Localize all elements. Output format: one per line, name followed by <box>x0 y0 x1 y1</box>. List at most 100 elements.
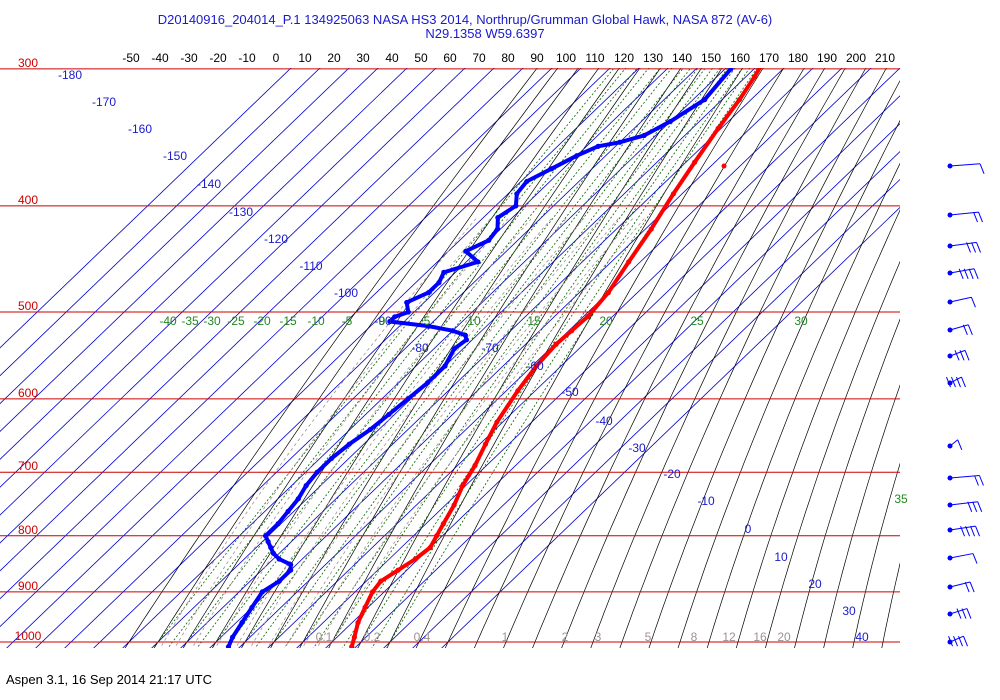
isotherm-label: -20 <box>663 467 681 481</box>
temperature-trace-point <box>378 578 384 584</box>
isotherm-line <box>209 68 814 648</box>
dewpoint-trace-point <box>463 248 469 254</box>
isotherm-label: -60 <box>526 359 544 373</box>
wind-barb-feather <box>971 242 976 253</box>
dewpoint-trace-point <box>595 143 601 149</box>
wind-barb-feather <box>967 324 973 335</box>
temperature-trace-point <box>412 556 419 562</box>
wind-barb-feather <box>966 608 972 619</box>
wind-barb-feather <box>963 636 968 647</box>
dewpoint-trace-point <box>288 562 294 568</box>
dry-adiabat-line <box>735 209 900 648</box>
dewpoint-trace-point <box>259 589 265 595</box>
dry-adiabat-line <box>270 68 641 648</box>
mixing-ratio-label: 0.1 <box>316 630 333 644</box>
moist-adiabat-label: 30 <box>794 314 808 328</box>
dry-adiabat-line <box>415 68 744 648</box>
wind-barb-feather <box>968 268 974 279</box>
dewpoint-trace-point <box>314 469 320 475</box>
top-axis-tick-label: 100 <box>556 51 576 65</box>
mixing-ratio-label: 1 <box>502 630 509 644</box>
wind-barb-feather <box>956 608 962 619</box>
top-axis-tick-label: 70 <box>472 51 486 65</box>
temperature-trace-point <box>427 544 433 551</box>
temperature-trace-point <box>751 74 758 80</box>
isotherm-line <box>93 68 698 648</box>
moist-adiabat-label: 10 <box>467 314 481 328</box>
pressure-tick-label: 400 <box>18 193 38 207</box>
dewpoint-trace-point <box>702 97 708 103</box>
dry-adiabat-line <box>386 68 723 648</box>
isotherm-label: -100 <box>334 286 358 300</box>
isotherm-line <box>151 68 756 648</box>
dewpoint-trace-point <box>404 299 410 306</box>
dewpoint-trace-point <box>425 323 432 329</box>
mixing-ratio-label: 16 <box>753 630 767 644</box>
wind-barb-feather <box>977 501 983 512</box>
temperature-trace-point <box>482 441 489 447</box>
temperature-trace <box>349 68 763 648</box>
top-axis-tick-label: 60 <box>443 51 457 65</box>
top-axis-tick-label: 30 <box>356 51 370 65</box>
top-axis-tick-label: 20 <box>327 51 341 65</box>
wind-barb-feather <box>975 525 981 537</box>
isotherm-label: 40 <box>855 630 869 644</box>
wind-barb-feather <box>956 376 961 388</box>
temperature-trace-point <box>494 419 500 425</box>
dewpoint-trace-point <box>486 237 492 243</box>
wind-barb-feather <box>964 350 970 361</box>
dewpoint-trace-point <box>451 346 457 352</box>
dry-adiabat-line <box>823 384 900 648</box>
footer-text: Aspen 3.1, 16 Sep 2014 21:17 UTC <box>6 672 212 687</box>
pressure-tick-label: 1000 <box>15 629 42 643</box>
dry-adiabat-line <box>182 68 579 648</box>
isotherm-line <box>180 68 785 648</box>
temperature-trace-point <box>715 125 721 132</box>
isotherm-line <box>0 68 408 460</box>
dry-adiabat-line <box>153 68 559 648</box>
wind-barb-feather <box>979 163 985 174</box>
wind-barb-feather <box>948 636 953 647</box>
isotherm-label: -70 <box>481 341 499 355</box>
moist-adiabat-line <box>342 68 736 648</box>
dewpoint-trace-point <box>270 550 277 556</box>
temperature-trace-point <box>362 604 368 611</box>
dewpoint-trace-point <box>239 619 245 626</box>
isotherm-line <box>122 68 727 648</box>
dewpoint-trace-point <box>495 214 501 221</box>
top-axis-tick-label: -40 <box>151 51 169 65</box>
dry-adiabat-line <box>881 562 900 648</box>
isotherm-label: 20 <box>808 577 822 591</box>
wind-barb-feather <box>961 376 966 388</box>
mixing-ratio-label: 12 <box>722 630 736 644</box>
isotherm-line <box>412 178 900 648</box>
isotherm-line <box>0 68 495 544</box>
isotherm-line <box>267 68 872 648</box>
pressure-tick-label: 300 <box>18 56 38 70</box>
top-axis-tick-label: 10 <box>298 51 312 65</box>
mixing-ratio-label: 0.2 <box>364 630 381 644</box>
wind-barb-staff <box>949 268 975 274</box>
isotherm-line <box>354 123 900 648</box>
isotherm-label: -90 <box>374 314 392 328</box>
wind-barbs <box>946 163 985 647</box>
dewpoint-trace-point <box>462 332 468 338</box>
dewpoint-trace-point <box>436 280 442 286</box>
moist-adiabat-line <box>182 68 638 648</box>
wind-barb-staff <box>949 163 981 167</box>
dewpoint-trace-point <box>641 132 647 139</box>
top-axis-tick-label: 170 <box>759 51 779 65</box>
dry-adiabat-line <box>852 462 900 648</box>
dry-adiabat-line <box>794 318 900 648</box>
isotherm-label: -50 <box>561 385 579 399</box>
moist-adiabat-label: 35 <box>894 492 908 506</box>
dewpoint-trace-point <box>728 68 734 72</box>
isotherm-line <box>64 68 669 648</box>
wind-barb-feather <box>978 211 983 223</box>
dewpoint-trace-point <box>513 203 519 209</box>
mixing-ratio-line <box>191 217 510 648</box>
isotherm-label: -110 <box>299 259 322 273</box>
isotherm-label: 10 <box>774 550 788 564</box>
mixing-ratio-line <box>159 217 478 648</box>
